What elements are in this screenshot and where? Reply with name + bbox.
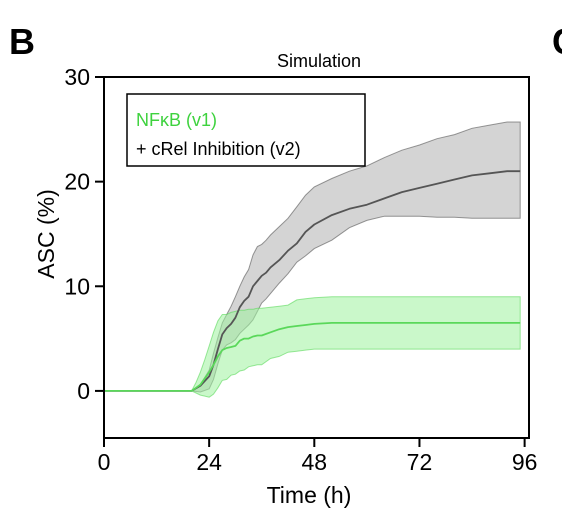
lines-layer: [104, 170, 521, 392]
line-crel: [104, 170, 521, 392]
y-tick-label: 30: [64, 64, 90, 90]
legend-box: [126, 93, 366, 167]
y-axis-label: ASC (%): [33, 189, 59, 278]
line-nfkb: [104, 321, 521, 392]
x-axis-label: Time (h): [267, 482, 352, 508]
band-nfkb: [104, 296, 521, 398]
x-tick-label: 0: [98, 449, 111, 475]
x-tick-label: 96: [512, 449, 538, 475]
plot-frame: [103, 76, 530, 439]
y-tick-label: 10: [64, 273, 90, 299]
x-tick-label: 72: [407, 449, 433, 475]
y-tick-label: 20: [64, 169, 90, 195]
legend: NFκB (v1) + cRel Inhibition (v2): [126, 93, 366, 167]
legend-entry-crel: + cRel Inhibition (v2): [136, 139, 301, 159]
x-tick-label: 48: [302, 449, 328, 475]
chart-title: Simulation: [277, 51, 361, 71]
y-axis: 0 10 20 30: [64, 64, 104, 404]
x-axis: 0 24 48 72 96: [98, 438, 538, 475]
legend-entry-nfkb: NFκB (v1): [136, 110, 217, 130]
x-tick-label: 24: [196, 449, 222, 475]
panel-label: B: [9, 21, 35, 62]
y-tick-label: 0: [77, 378, 90, 404]
next-panel-label-fragment: C: [552, 21, 562, 62]
